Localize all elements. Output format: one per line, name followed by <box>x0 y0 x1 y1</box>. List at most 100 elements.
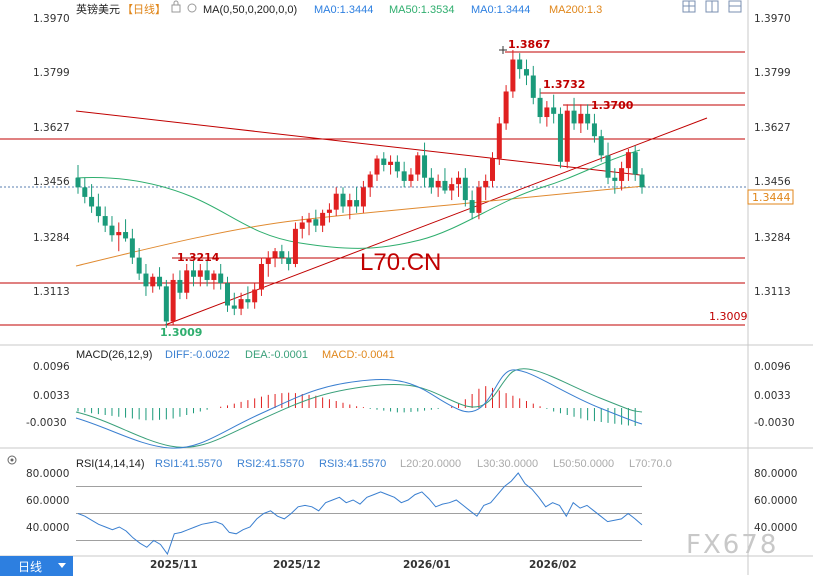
ma50-value: MA50:1.3534 <box>389 4 454 16</box>
macd-dea: DEA:-0.0001 <box>245 349 308 361</box>
candle-body <box>530 75 536 98</box>
candle-body <box>435 180 441 188</box>
price-annotations: 1.3867 1.3732 1.3700 1.3214 1.3009 1.300… <box>160 38 748 339</box>
candle-body <box>157 276 163 287</box>
candle-body <box>585 113 591 124</box>
rsi3-value: RSI3:41.5570 <box>319 458 386 470</box>
candle-body <box>564 110 570 162</box>
rsi-l20: L20:20.0000 <box>400 458 461 470</box>
candle-body <box>82 187 88 197</box>
price-tick-l: 1.3970 <box>33 13 70 25</box>
candle-body <box>265 257 271 264</box>
price-tick-r: 1.3284 <box>754 232 791 244</box>
price-tick-r: 1.3627 <box>754 122 791 134</box>
candle-body <box>625 152 631 169</box>
candle-body <box>123 232 129 239</box>
annotation-high-1: 1.3867 <box>508 38 550 51</box>
descending-trendline <box>75 110 641 176</box>
macd-value: MACD:-0.0041 <box>322 349 395 361</box>
rsi-header: RSI(14,14,14) RSI1:41.5570 RSI2:41.5570 … <box>7 455 672 470</box>
candle-body <box>313 219 319 226</box>
date-label: 2025/12 <box>273 559 321 571</box>
ma0-value-a: MA0:1.3444 <box>314 4 373 16</box>
candle-body <box>639 174 645 188</box>
current-price-label: 1.3444 <box>752 191 791 204</box>
chevron-down-icon <box>58 563 66 568</box>
annotation-low-right: 1.3009 <box>709 310 748 323</box>
brand-watermark: FX678 <box>686 530 778 560</box>
annotation-high-2: 1.3732 <box>543 78 585 91</box>
candle-body <box>612 177 618 181</box>
settings-icon[interactable] <box>187 3 197 13</box>
layout-icon-1[interactable] <box>682 0 696 13</box>
macd-histogram <box>77 386 636 426</box>
high-marker-icon <box>499 46 507 54</box>
candle-body <box>367 174 373 188</box>
candle-body <box>163 286 169 322</box>
candle-body <box>476 187 482 213</box>
layout-icon-2[interactable] <box>705 0 719 13</box>
candle-body <box>537 97 543 118</box>
candle-body <box>184 270 190 293</box>
watermark-text: L70.CN <box>360 249 441 276</box>
period-button[interactable]: 日线 <box>0 556 73 576</box>
candle-body <box>442 180 448 191</box>
candle-body <box>422 155 428 178</box>
candle-body <box>231 305 237 309</box>
candle-body <box>401 171 407 181</box>
header-icons <box>171 0 742 13</box>
ma0-value-b: MA0:1.3444 <box>471 4 530 16</box>
candle-body <box>320 212 326 226</box>
price-tick-l: 1.3627 <box>33 122 70 134</box>
candle-body <box>306 219 312 223</box>
date-label: 2025/11 <box>150 559 198 571</box>
candle-body <box>598 136 604 156</box>
lock-icon[interactable] <box>171 0 181 13</box>
rsi-tick-l: 60.0000 <box>26 495 69 507</box>
candle-body <box>632 152 638 175</box>
ma-settings: MA(0,50,0,200,0,0) <box>203 4 297 16</box>
rsi1-value: RSI1:41.5570 <box>155 458 222 470</box>
rsi-settings-icon[interactable] <box>7 455 17 465</box>
price-tick-r: 1.3970 <box>754 13 791 25</box>
current-price-tag <box>747 189 794 205</box>
price-tick-r: 1.3113 <box>754 286 791 298</box>
candle-body <box>374 158 380 175</box>
candle-body <box>605 155 611 178</box>
ma200-value: MA200:1.3 <box>549 4 602 16</box>
macd-tick-r: 0.0033 <box>754 390 791 402</box>
candle-body <box>143 273 149 287</box>
candle-body <box>177 279 183 293</box>
candle-body <box>89 196 95 207</box>
price-tick-r: 1.3799 <box>754 67 791 79</box>
macd-dea-line <box>75 368 643 448</box>
candle-body <box>258 263 264 290</box>
candle-body <box>333 193 339 210</box>
instrument-name: 英镑美元 <box>76 2 120 16</box>
candle-body <box>619 168 625 181</box>
candle-body <box>109 225 115 236</box>
period-button-label: 日线 <box>18 560 42 574</box>
candle-body <box>218 273 224 284</box>
candle-body <box>591 123 597 137</box>
candle-body <box>544 107 550 118</box>
candle-body <box>578 113 584 124</box>
candle-body <box>347 200 353 207</box>
annotation-high-3: 1.3700 <box>591 99 634 112</box>
candle-body <box>116 232 122 236</box>
candle-body <box>394 161 400 172</box>
candle-body <box>462 177 468 201</box>
candle-body <box>354 200 360 207</box>
candle-body <box>408 174 414 181</box>
layout-icon-3[interactable] <box>728 0 742 13</box>
candle-body <box>238 299 244 309</box>
candle-body <box>490 158 496 181</box>
price-tick-l: 1.3113 <box>33 286 70 298</box>
candle-body <box>150 276 156 287</box>
period-badge: 【日线】 <box>122 2 166 16</box>
ma200-line <box>75 185 646 267</box>
candle-body <box>292 228 298 264</box>
macd-diff: DIFF:-0.0022 <box>165 349 230 361</box>
